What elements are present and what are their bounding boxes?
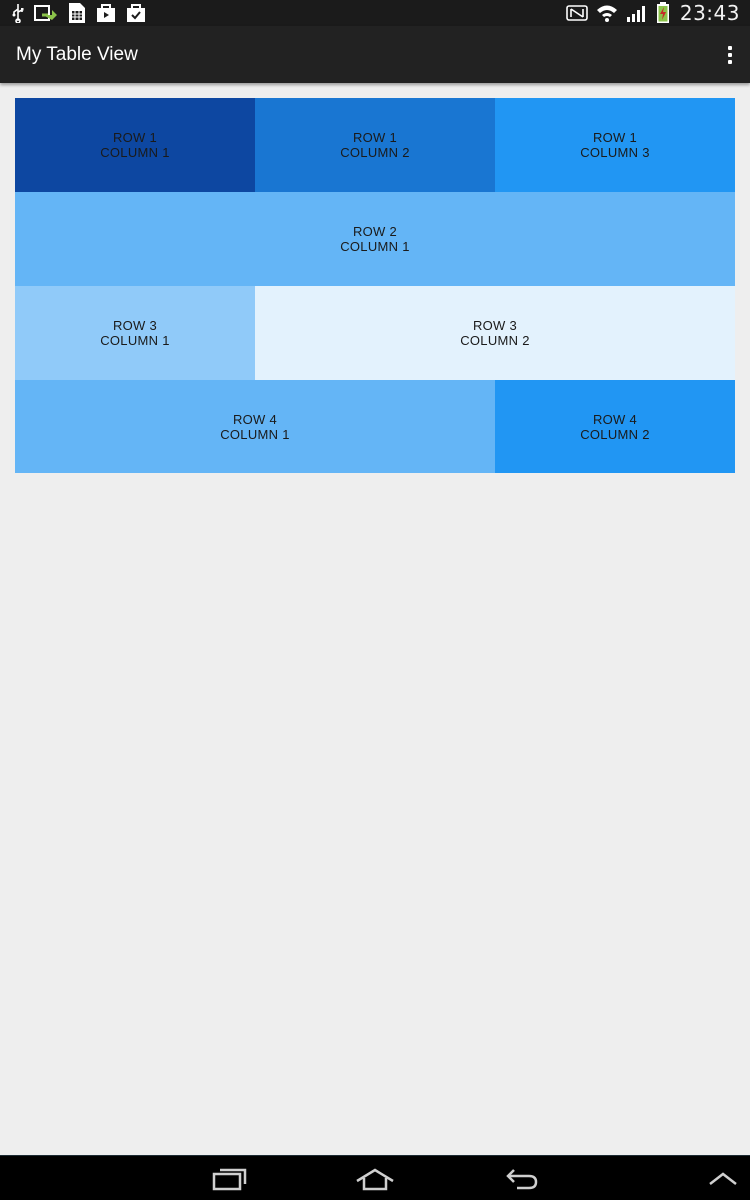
table-cell-row3-col2: ROW 3 COLUMN 2 <box>255 286 735 380</box>
table-cell-row2-col1: ROW 2 COLUMN 1 <box>15 192 735 286</box>
status-system-icons: 23:43 <box>566 1 740 25</box>
table-cell-row1-col3: ROW 1 COLUMN 3 <box>495 98 735 192</box>
back-icon[interactable] <box>492 1156 552 1200</box>
cell-column-label: COLUMN 2 <box>460 333 530 348</box>
cell-row-label: ROW 4 <box>592 411 638 427</box>
table-cell-row1-col2: ROW 1 COLUMN 2 <box>255 98 495 192</box>
status-notification-icons <box>12 2 146 24</box>
battery-charging-icon <box>656 2 670 24</box>
cell-row-label: ROW 3 <box>112 318 158 333</box>
cell-column-label: COLUMN 2 <box>580 426 650 442</box>
cell-column-label: COLUMN 1 <box>340 239 410 254</box>
task-bag-icon <box>126 2 146 24</box>
cell-column-label: COLUMN 1 <box>220 426 290 442</box>
nfc-icon <box>566 2 588 24</box>
cell-row-label: ROW 1 <box>592 130 638 145</box>
table-layout: ROW 1 COLUMN 1 ROW 1 COLUMN 2 ROW 1 COLU… <box>15 98 735 473</box>
cell-column-label: COLUMN 1 <box>100 333 170 348</box>
chevron-up-icon[interactable] <box>698 1156 748 1200</box>
cell-column-label: COLUMN 1 <box>100 145 170 160</box>
action-bar: My Table View <box>0 26 750 83</box>
cell-row-label: ROW 1 <box>112 130 158 145</box>
sim-card-icon <box>68 2 86 24</box>
table-cell-row3-col1: ROW 3 COLUMN 1 <box>15 286 255 380</box>
cell-column-label: COLUMN 2 <box>340 145 410 160</box>
recent-apps-icon[interactable] <box>200 1156 260 1200</box>
cell-row-label: ROW 2 <box>352 224 398 239</box>
navigation-bar <box>0 1155 750 1200</box>
cell-row-label: ROW 3 <box>472 318 518 333</box>
sync-icon <box>34 2 58 24</box>
table-cell-row4-col2: ROW 4 COLUMN 2 <box>495 380 735 473</box>
usb-icon <box>12 2 24 24</box>
home-icon[interactable] <box>345 1156 405 1200</box>
app-title: My Table View <box>16 43 138 65</box>
overflow-dot <box>728 52 732 57</box>
cell-row-label: ROW 1 <box>352 130 398 145</box>
table-cell-row4-col1: ROW 4 COLUMN 1 <box>15 380 495 473</box>
signal-icon <box>626 2 648 24</box>
status-bar: 23:43 <box>0 0 750 26</box>
overflow-dot <box>728 59 732 64</box>
media-bag-icon <box>96 2 116 24</box>
overflow-dot <box>728 45 732 50</box>
cell-column-label: COLUMN 3 <box>580 145 650 160</box>
status-clock: 23:43 <box>679 1 740 25</box>
table-cell-row1-col1: ROW 1 COLUMN 1 <box>15 98 255 192</box>
cell-row-label: ROW 4 <box>232 411 278 427</box>
overflow-menu-icon[interactable] <box>722 40 738 70</box>
wifi-icon <box>596 2 618 24</box>
